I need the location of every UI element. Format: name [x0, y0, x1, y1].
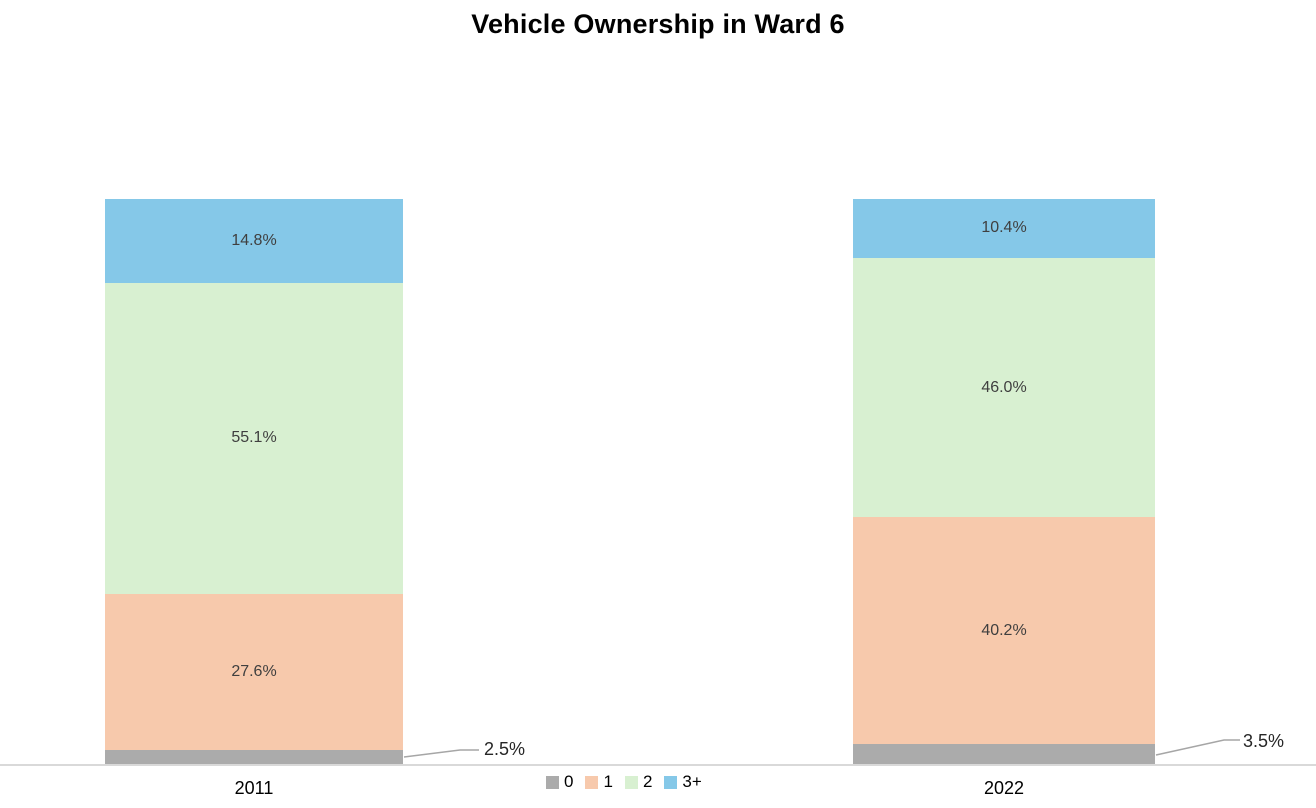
- x-axis-line: [0, 764, 1316, 766]
- callout-label-2022-zero: 3.5%: [1243, 731, 1285, 751]
- bar-2011: 14.8% 55.1% 27.6%: [105, 199, 403, 764]
- x-axis-label-2011: 2011: [234, 778, 274, 798]
- legend-swatch-icon: [585, 775, 599, 789]
- bar-segment-2022-0: [853, 744, 1155, 764]
- legend-item-1: 1: [585, 772, 613, 792]
- leader-line-2022: [1155, 739, 1240, 756]
- legend-swatch-icon: [546, 775, 559, 789]
- callout-label-2011-zero: 2.5%: [484, 739, 526, 759]
- bar-segment-2011-3+: 14.8%: [105, 199, 403, 283]
- bar-segment-2022-1: 40.2%: [853, 517, 1155, 745]
- legend-label: 0: [564, 772, 574, 791]
- bar-segment-2022-2: 46.0%: [853, 257, 1155, 518]
- legend-label: 2: [642, 772, 653, 791]
- chart-title: Vehicle Ownership in Ward 6: [471, 9, 845, 39]
- legend-label: 1: [603, 772, 613, 791]
- legend-item-0: 0: [546, 772, 573, 792]
- segment-value-label: 40.2%: [981, 621, 1027, 639]
- bar-segment-2022-3+: 10.4%: [853, 199, 1155, 258]
- bar-2022: 10.4% 46.0% 40.2%: [853, 199, 1155, 764]
- bar-segment-2011-0: [105, 749, 403, 764]
- segment-value-label: 46.0%: [981, 378, 1027, 396]
- legend: 0 1 2 3+: [546, 772, 702, 792]
- segment-value-label: 10.4%: [981, 219, 1027, 237]
- bar-segment-2011-2: 55.1%: [105, 282, 403, 594]
- legend-item-3+: 3+: [664, 772, 702, 792]
- legend-label: 3+: [682, 772, 702, 791]
- bar-segment-2011-1: 27.6%: [105, 593, 403, 750]
- segment-value-label: 27.6%: [231, 662, 277, 680]
- legend-swatch-icon: [664, 775, 678, 789]
- legend-item-2: 2: [624, 772, 653, 792]
- legend-swatch-icon: [624, 775, 638, 789]
- segment-value-label: 14.8%: [231, 231, 277, 249]
- x-axis-label-2022: 2022: [983, 778, 1025, 798]
- segment-value-label: 55.1%: [231, 429, 277, 447]
- leader-line-2011: [403, 749, 479, 758]
